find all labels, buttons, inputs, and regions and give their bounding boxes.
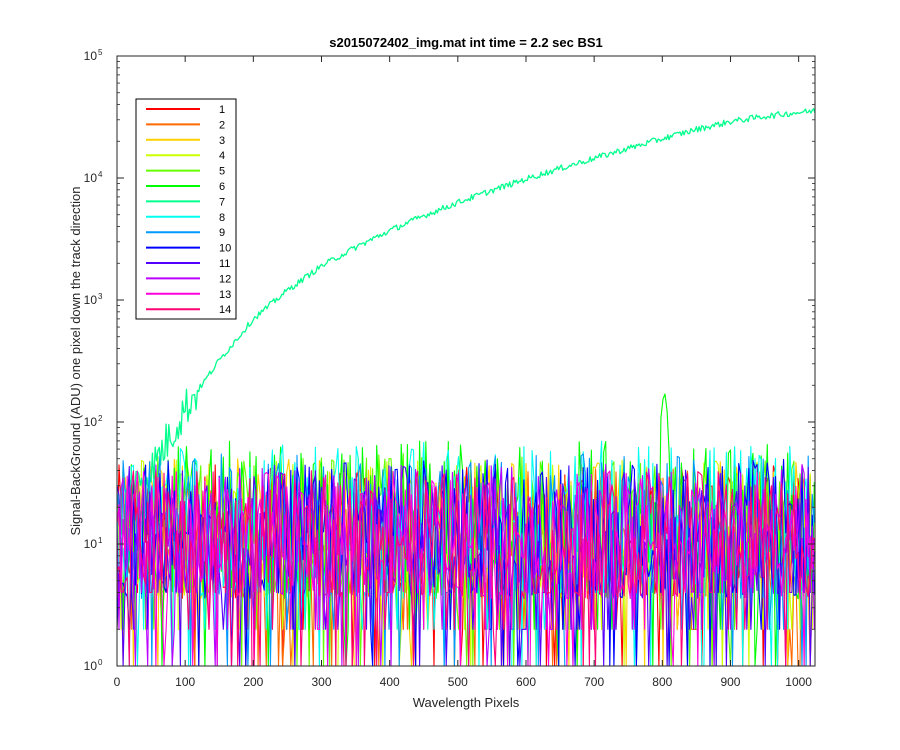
x-tick-label: 500	[448, 675, 468, 689]
y-tick-exponent: 5	[98, 48, 103, 57]
legend-label-6: 6	[219, 181, 225, 193]
plot-frame	[116, 55, 816, 667]
y-tick-label: 10	[84, 171, 98, 185]
x-axis: 0 100 200 300 400 500 600 700 800 900 1000	[114, 56, 812, 689]
y-tick-base: 10	[84, 171, 98, 185]
legend-label-4: 4	[219, 150, 225, 162]
x-tick-label: 700	[584, 675, 604, 689]
y-tick-exponent: 4	[98, 170, 103, 179]
y-tick-label: 10	[84, 537, 98, 551]
x-tick-label: 1000	[785, 675, 812, 689]
y-tick-exponent: 2	[98, 414, 103, 423]
y-tick-label: 10	[84, 415, 98, 429]
legend-label-7: 7	[219, 196, 225, 208]
x-tick-label: 300	[311, 675, 331, 689]
legend-label-1: 1	[219, 104, 225, 116]
legend-label-2: 2	[219, 119, 225, 131]
y-tick-base: 10	[84, 49, 98, 63]
x-tick-label: 0	[114, 675, 121, 689]
y-axis-label: Signal-BackGround (ADU) one pixel down t…	[68, 186, 83, 535]
legend-box	[135, 98, 237, 320]
x-axis-label: Wavelength Pixels	[413, 695, 520, 710]
x-tick-label: 400	[380, 675, 400, 689]
y-tick-base: 10	[84, 659, 98, 673]
x-tick-label: 900	[720, 675, 740, 689]
legend-label-10: 10	[219, 243, 231, 255]
y-tick-label: 10	[84, 49, 98, 63]
y-tick-label: 10	[84, 659, 98, 673]
legend-label-13: 13	[219, 289, 231, 301]
x-tick-label: 800	[652, 675, 672, 689]
x-tick-label: 600	[516, 675, 536, 689]
legend-label-14: 14	[219, 304, 231, 316]
legend-label-3: 3	[219, 135, 225, 147]
y-tick-base: 10	[84, 415, 98, 429]
y-tick-exponent: 1	[98, 536, 103, 545]
legend-label-12: 12	[219, 273, 231, 285]
legend-label-5: 5	[219, 166, 225, 178]
series-line-7	[116, 108, 816, 514]
legend-label-8: 8	[219, 212, 225, 224]
legend-label-11: 11	[219, 258, 230, 270]
series-line-14	[116, 470, 815, 667]
legend-label-9: 9	[219, 227, 225, 239]
series-layer	[116, 108, 816, 667]
x-tick-label: 200	[243, 675, 263, 689]
chart-title: s2015072402_img.mat int time = 2.2 sec B…	[329, 35, 603, 50]
y-tick-exponent: 3	[98, 292, 103, 301]
x-tick-label: 100	[175, 675, 195, 689]
y-tick-exponent: 0	[98, 658, 103, 667]
y-tick-base: 10	[84, 293, 98, 307]
y-tick-base: 10	[84, 537, 98, 551]
y-tick-label: 10	[84, 293, 98, 307]
